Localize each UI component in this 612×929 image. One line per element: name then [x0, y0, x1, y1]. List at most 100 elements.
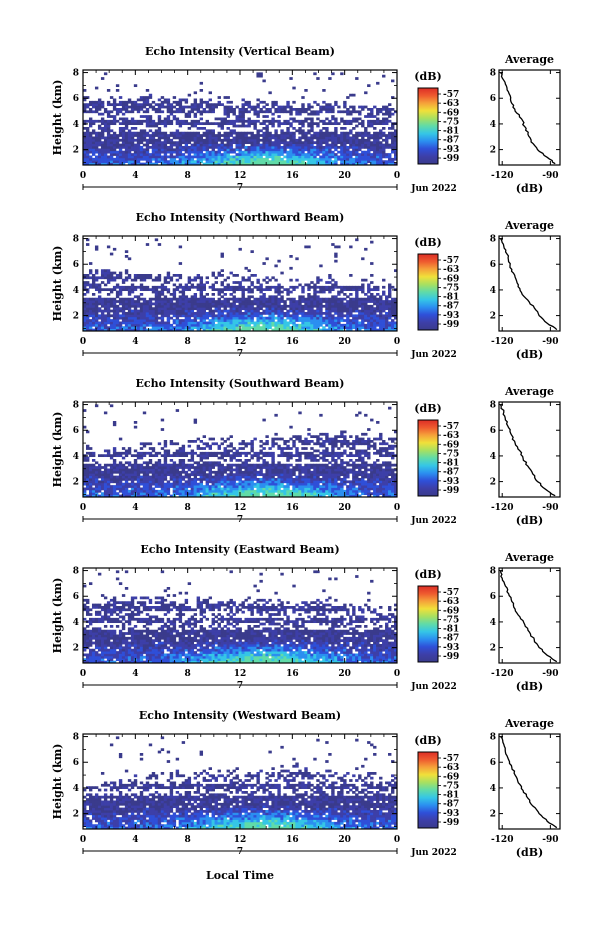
heatmap-cell: [382, 148, 386, 152]
heatmap-cell: [217, 456, 221, 460]
heatmap-cell: [157, 463, 162, 467]
heatmap-cell: [103, 475, 108, 479]
heatmap-cell: [175, 475, 180, 479]
heatmap-cell: [298, 160, 302, 164]
heatmap-cell: [337, 307, 341, 311]
heatmap-cell: [193, 146, 198, 149]
heatmap-cell: [274, 103, 278, 107]
heatmap-cell: [229, 141, 233, 145]
heatmap-cell: [172, 309, 177, 313]
heatmap-cell: [109, 302, 114, 306]
heatmap-cell: [229, 162, 233, 166]
heatmap-cell: [226, 283, 230, 287]
heatmap-cell: [211, 451, 215, 455]
heatmap-cell: [187, 153, 192, 156]
heatmap-cell: [205, 489, 209, 493]
heatmap-cell: [367, 131, 371, 135]
heatmap-cell: [211, 153, 215, 156]
heatmap-cell: [226, 309, 230, 313]
heatmap-cell: [172, 131, 177, 135]
heatmap-cell: [196, 461, 201, 465]
heatmap-cell: [379, 122, 383, 126]
heatmap-cell: [355, 124, 359, 128]
heatmap-cell: [292, 288, 296, 292]
heatmap-cell: [112, 304, 117, 308]
heatmap-cell: [184, 157, 189, 161]
heatmap-cell: [391, 297, 395, 301]
heatmap-cell: [196, 157, 201, 161]
heatmap-cell: [352, 148, 356, 152]
heatmap-cell: [385, 302, 389, 306]
heatmap-cell: [253, 143, 257, 147]
heatmap-cell: [169, 103, 174, 107]
heatmap-cell: [268, 138, 272, 142]
heatmap-cell: [331, 302, 335, 306]
heatmap-cell: [373, 314, 377, 318]
heatmap-cell: [124, 271, 129, 275]
heatmap-cell: [370, 321, 374, 325]
heatmap-cell: [91, 157, 96, 161]
heatmap-cell: [85, 482, 90, 486]
heatmap-cell: [271, 122, 275, 126]
heatmap-cell: [145, 110, 150, 114]
heatmap-cell: [91, 489, 96, 493]
heatmap-cell: [370, 153, 374, 156]
heatmap-cell: [259, 321, 263, 325]
heatmap-cell: [283, 134, 287, 137]
heatmap-cell: [385, 138, 389, 142]
heatmap-cell: [193, 162, 198, 166]
heatmap-cell: [217, 487, 221, 491]
heatmap-cell: [271, 328, 275, 332]
heatmap-cell: [259, 143, 263, 147]
heatmap-cell: [256, 112, 260, 116]
heatmap-cell: [301, 136, 305, 140]
heatmap-cell: [160, 326, 165, 330]
heatmap-cell: [199, 494, 204, 498]
heatmap-cell: [175, 480, 180, 484]
heatmap-cell: [382, 285, 386, 289]
heatmap-cell: [130, 312, 135, 315]
heatmap-cell: [349, 119, 353, 123]
heatmap-cell: [364, 141, 368, 145]
heatmap-cell: [163, 302, 168, 306]
heatmap-cell: [181, 157, 186, 161]
heatmap-cell: [361, 146, 365, 149]
heatmap-cell: [370, 307, 374, 311]
heatmap-cell: [373, 119, 377, 123]
heatmap-cell: [136, 302, 141, 306]
profile-y-tick-label: 2: [490, 146, 496, 156]
heatmap-cell: [280, 138, 284, 142]
heatmap-cell: [250, 136, 254, 140]
heatmap-cell: [352, 326, 356, 330]
heatmap-cell: [337, 110, 341, 114]
heatmap-cell: [247, 105, 251, 109]
heatmap-cell: [310, 300, 314, 303]
heatmap-cell: [166, 309, 171, 313]
heatmap-cell: [97, 323, 102, 327]
heatmap-cell: [310, 285, 314, 289]
heatmap-cell: [370, 304, 374, 308]
heatmap-cell: [130, 314, 135, 318]
heatmap-cell: [319, 290, 323, 294]
heatmap-cell: [94, 314, 99, 318]
heatmap-cell: [190, 319, 195, 322]
heatmap-cell: [376, 110, 380, 114]
heatmap-cell: [109, 110, 114, 114]
heatmap-cell: [301, 307, 305, 311]
heatmap-cell: [142, 319, 147, 322]
heatmap-cell: [151, 146, 156, 149]
heatmap-cell: [166, 449, 171, 453]
heatmap-cell: [292, 143, 296, 147]
heatmap-cell: [277, 153, 281, 156]
heatmap-cell: [259, 295, 263, 299]
heatmap-cell: [193, 302, 198, 306]
heatmap-cell: [91, 451, 96, 455]
heatmap-cell: [136, 108, 141, 111]
heatmap-cell: [217, 323, 221, 327]
heatmap-cell: [112, 314, 117, 318]
heatmap-cell: [127, 119, 132, 123]
heatmap-cell: [367, 160, 371, 164]
heatmap-cell: [91, 307, 96, 311]
heatmap-cell: [136, 489, 141, 493]
heatmap-cell: [298, 304, 302, 308]
